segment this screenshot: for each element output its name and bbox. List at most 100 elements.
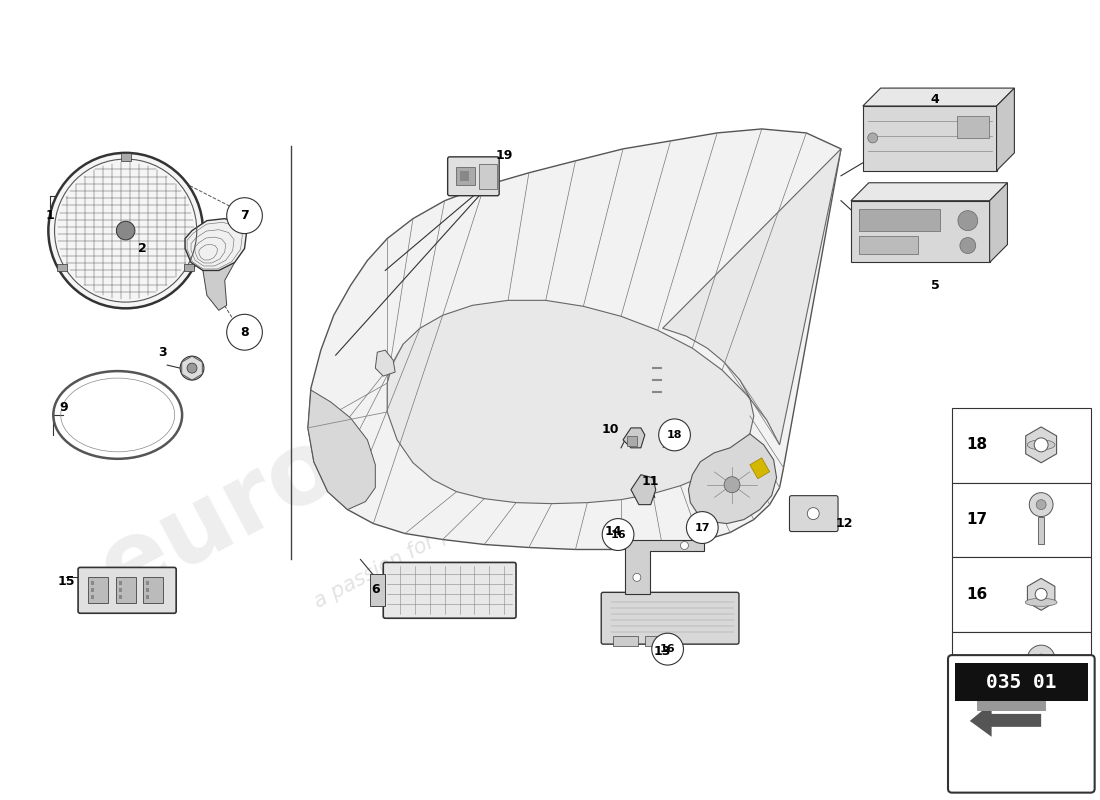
Polygon shape (308, 390, 375, 510)
Bar (455, 167, 475, 185)
Circle shape (958, 210, 978, 230)
Bar (143, 578, 163, 603)
Bar (91, 582, 94, 586)
Polygon shape (970, 703, 1041, 737)
Text: 17: 17 (966, 512, 987, 527)
Bar (613, 636, 638, 646)
Text: 11: 11 (642, 475, 660, 488)
Circle shape (632, 574, 641, 582)
Bar (91, 595, 94, 599)
Text: 8: 8 (966, 662, 977, 677)
Text: a passion for parts since 1982: a passion for parts since 1982 (311, 446, 598, 612)
Bar (955, 663, 1088, 701)
Polygon shape (375, 350, 395, 376)
Bar (1038, 741, 1044, 769)
Bar (119, 582, 122, 586)
Circle shape (227, 198, 263, 234)
Circle shape (48, 153, 202, 308)
Text: 14: 14 (604, 525, 622, 538)
Polygon shape (308, 129, 842, 550)
Circle shape (1031, 719, 1052, 741)
Bar (1037, 665, 1045, 693)
Bar (146, 588, 150, 592)
Text: 16: 16 (660, 644, 675, 654)
Bar (371, 574, 385, 606)
Text: 7: 7 (240, 209, 249, 222)
Circle shape (1037, 726, 1045, 734)
Circle shape (724, 477, 740, 493)
Text: 2: 2 (139, 242, 147, 255)
Bar (859, 235, 918, 254)
Text: 16: 16 (966, 587, 987, 602)
Text: 035 01: 035 01 (986, 673, 1057, 691)
FancyBboxPatch shape (383, 562, 516, 618)
Polygon shape (689, 434, 777, 523)
Circle shape (1027, 645, 1055, 673)
Circle shape (1036, 654, 1046, 664)
Text: 18: 18 (667, 430, 682, 440)
Bar (146, 595, 150, 599)
Circle shape (1030, 493, 1053, 517)
Circle shape (868, 133, 878, 143)
Polygon shape (990, 182, 1008, 262)
Text: 12: 12 (835, 517, 852, 530)
Text: 5: 5 (931, 279, 939, 292)
Bar (952, 482, 1091, 558)
Polygon shape (851, 182, 1008, 201)
Polygon shape (750, 458, 770, 478)
Bar (952, 408, 1091, 482)
Circle shape (117, 222, 135, 240)
Circle shape (681, 542, 689, 550)
FancyBboxPatch shape (948, 655, 1094, 793)
Text: 3: 3 (158, 346, 166, 358)
Bar (119, 595, 122, 599)
Text: 8: 8 (240, 326, 249, 338)
Polygon shape (851, 201, 990, 262)
Bar (91, 588, 94, 592)
Polygon shape (202, 262, 234, 310)
Text: 10: 10 (602, 423, 619, 436)
Polygon shape (625, 539, 704, 594)
Bar (121, 153, 131, 161)
Bar (185, 263, 195, 271)
Bar (119, 588, 122, 592)
Text: 1: 1 (46, 209, 55, 222)
Text: 13: 13 (654, 645, 671, 658)
Bar (480, 164, 497, 189)
Ellipse shape (1027, 440, 1055, 450)
Text: 9: 9 (59, 402, 67, 414)
Circle shape (1036, 500, 1046, 510)
Circle shape (1035, 588, 1047, 600)
Bar (627, 436, 637, 446)
Text: 16: 16 (610, 530, 626, 539)
Polygon shape (387, 149, 842, 504)
Bar (952, 632, 1091, 707)
Circle shape (227, 314, 263, 350)
FancyBboxPatch shape (602, 592, 739, 644)
Bar (1038, 517, 1044, 545)
Bar (460, 170, 470, 181)
Polygon shape (862, 106, 997, 170)
Polygon shape (623, 428, 645, 448)
Circle shape (1034, 438, 1048, 452)
Bar (977, 697, 1046, 711)
Text: 18: 18 (966, 438, 987, 452)
Bar (116, 578, 135, 603)
Circle shape (652, 633, 683, 665)
Text: eurospares: eurospares (84, 238, 688, 621)
FancyBboxPatch shape (448, 157, 499, 196)
Polygon shape (185, 218, 246, 270)
Polygon shape (631, 474, 656, 505)
FancyBboxPatch shape (790, 496, 838, 531)
Text: 17: 17 (694, 522, 710, 533)
Bar (88, 578, 108, 603)
Circle shape (807, 508, 820, 519)
Bar (645, 636, 670, 646)
Circle shape (187, 363, 197, 373)
Ellipse shape (1025, 598, 1057, 606)
Polygon shape (997, 88, 1014, 170)
Bar (957, 116, 989, 138)
Bar (57, 263, 67, 271)
FancyBboxPatch shape (78, 567, 176, 614)
Polygon shape (1027, 578, 1055, 610)
